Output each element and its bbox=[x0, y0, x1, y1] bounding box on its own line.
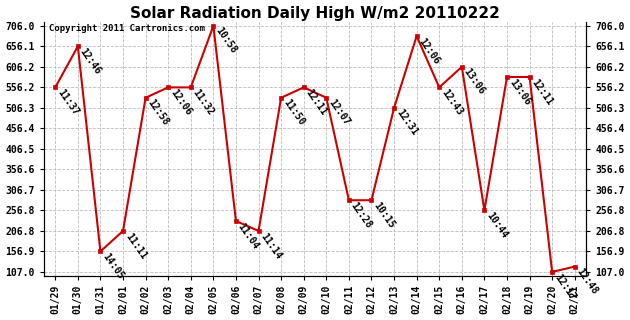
Text: 13:06: 13:06 bbox=[462, 67, 487, 97]
Text: 11:11: 11:11 bbox=[123, 231, 148, 261]
Text: 12:07: 12:07 bbox=[326, 98, 352, 128]
Text: 10:58: 10:58 bbox=[214, 26, 238, 56]
Text: 10:44: 10:44 bbox=[484, 210, 510, 240]
Text: 11:37: 11:37 bbox=[55, 87, 80, 117]
Text: 12:28: 12:28 bbox=[349, 200, 374, 230]
Text: 12:06: 12:06 bbox=[168, 87, 193, 117]
Text: 12:46: 12:46 bbox=[78, 46, 103, 76]
Text: 12:11: 12:11 bbox=[530, 77, 554, 107]
Text: 12:48: 12:48 bbox=[575, 267, 600, 296]
Text: 13:06: 13:06 bbox=[507, 77, 532, 107]
Text: 11:04: 11:04 bbox=[236, 221, 261, 251]
Text: 11:32: 11:32 bbox=[191, 87, 216, 117]
Text: 14:05: 14:05 bbox=[100, 252, 125, 281]
Title: Solar Radiation Daily High W/m2 20110222: Solar Radiation Daily High W/m2 20110222 bbox=[130, 5, 500, 20]
Text: 12:43: 12:43 bbox=[439, 87, 464, 117]
Text: 11:14: 11:14 bbox=[258, 231, 284, 261]
Text: 10:15: 10:15 bbox=[372, 200, 396, 230]
Text: 12:11: 12:11 bbox=[304, 87, 329, 117]
Text: 12:06: 12:06 bbox=[416, 36, 442, 66]
Text: 12:58: 12:58 bbox=[146, 98, 171, 128]
Text: 12:31: 12:31 bbox=[394, 108, 419, 138]
Text: 12:17: 12:17 bbox=[552, 272, 577, 302]
Text: 11:50: 11:50 bbox=[281, 98, 306, 128]
Text: Copyright 2011 Cartronics.com: Copyright 2011 Cartronics.com bbox=[49, 24, 205, 33]
